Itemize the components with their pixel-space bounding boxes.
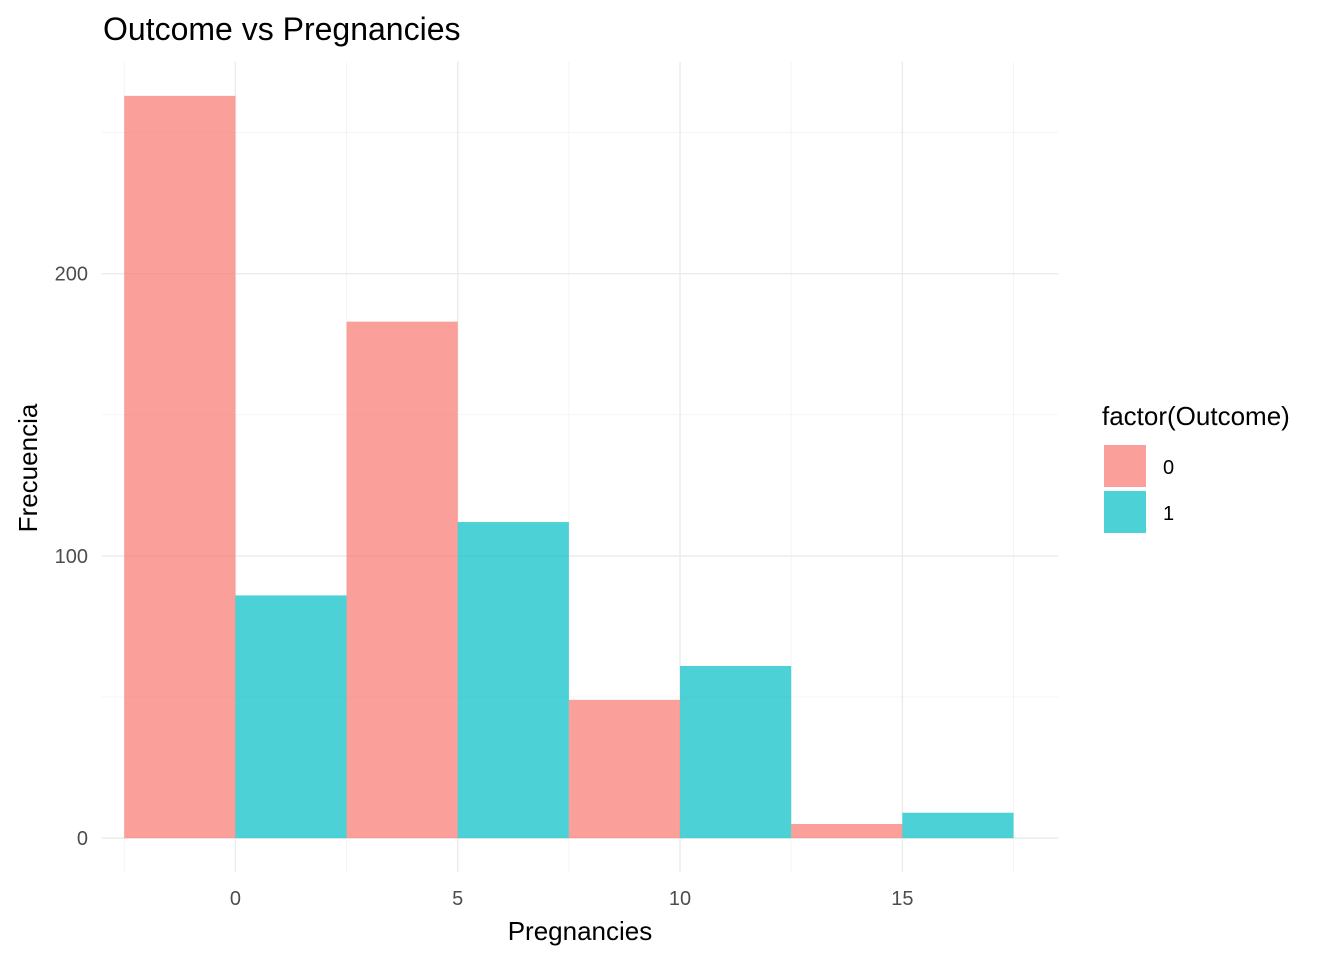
legend-key-1 <box>1104 491 1146 533</box>
legend-label-1: 1 <box>1163 503 1174 525</box>
x-tick-labels: 0 5 10 15 <box>230 888 914 910</box>
x-axis-title: Pregnancies <box>508 916 653 946</box>
y-tick-label: 200 <box>55 264 88 286</box>
bar-outcome-1 <box>680 665 792 839</box>
legend-label-0: 0 <box>1163 457 1174 479</box>
y-tick-label: 0 <box>77 828 88 850</box>
legend-title: factor(Outcome) <box>1102 401 1290 431</box>
legend-key-0 <box>1104 445 1146 487</box>
bar-outcome-0 <box>124 95 236 839</box>
bars-group <box>124 95 1014 839</box>
bar-outcome-1 <box>457 522 569 839</box>
x-tick-label: 10 <box>669 888 691 910</box>
y-axis-title: Frecuencia <box>13 403 43 532</box>
y-tick-label: 100 <box>55 546 88 568</box>
y-tick-labels: 0 100 200 <box>55 264 88 850</box>
x-tick-label: 15 <box>891 888 913 910</box>
bar-outcome-0 <box>346 321 458 839</box>
x-tick-label: 5 <box>452 888 463 910</box>
bar-outcome-0 <box>568 699 681 839</box>
x-tick-label: 0 <box>230 888 241 910</box>
bar-outcome-1 <box>235 595 347 839</box>
bar-outcome-0 <box>791 824 903 839</box>
bar-outcome-1 <box>902 812 1014 839</box>
legend: factor(Outcome) 0 1 <box>1102 401 1290 533</box>
chart-title: Outcome vs Pregnancies <box>103 11 461 47</box>
